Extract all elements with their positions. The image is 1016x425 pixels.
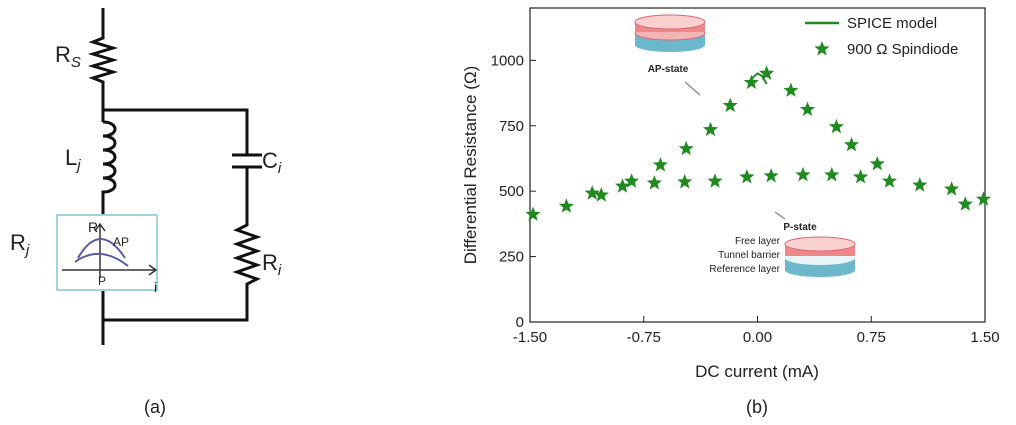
star-marker: [795, 166, 811, 182]
y-tick-label: 0: [516, 314, 524, 331]
star-marker: [881, 173, 898, 188]
star-marker: [525, 206, 541, 221]
y-tick-label: 250: [499, 249, 524, 266]
inset-label: P: [98, 274, 106, 288]
component-label: RS: [55, 42, 81, 71]
x-tick-label: -1.50: [513, 329, 547, 346]
x-tick-label: 0.75: [857, 329, 886, 346]
annotation: Tunnel barrier: [718, 250, 781, 261]
inductor: [101, 120, 117, 345]
wire: [87, 8, 262, 322]
x-axis-label: DC current (mA): [695, 362, 819, 381]
x-tick-label: -0.75: [627, 329, 661, 346]
star-marker: [646, 175, 662, 190]
star-marker: [614, 178, 631, 193]
star-marker: [743, 74, 759, 89]
star-marker: [558, 198, 574, 213]
legend-label: SPICE model: [847, 15, 937, 32]
star-marker: [722, 97, 738, 113]
star-marker: [912, 177, 928, 192]
y-tick-label: 500: [499, 183, 524, 200]
y-tick-label: 1000: [491, 52, 524, 69]
junction-box: [56, 214, 158, 291]
label-main: R: [55, 42, 71, 67]
label-main: R: [10, 230, 26, 255]
inset-label: R: [88, 219, 98, 235]
star-marker: [869, 156, 885, 171]
label-sub: j: [24, 242, 30, 259]
legend-marker: [814, 41, 830, 56]
annotation: Reference layer: [709, 264, 780, 275]
star-marker: [677, 174, 693, 189]
star-marker: [739, 169, 755, 184]
component-label: Ri: [262, 250, 282, 279]
label-main: C: [262, 148, 278, 173]
caption: (a): [144, 397, 166, 417]
label-main: R: [262, 250, 278, 275]
star-marker: [593, 187, 609, 202]
star-marker: [763, 168, 779, 183]
star-marker: [624, 173, 640, 188]
legend-label: 900 Ω Spindiode: [847, 41, 958, 58]
star-marker: [975, 191, 992, 206]
y-tick-label: 750: [499, 118, 524, 135]
inset-axes: [62, 222, 158, 278]
inset-label: AP: [113, 235, 129, 249]
component-label: Rj: [10, 230, 30, 259]
star-marker: [652, 157, 668, 172]
component-label: Ci: [262, 148, 282, 177]
component-label: Lj: [65, 145, 81, 174]
annotation: P-state: [783, 222, 817, 233]
p-inset: P-state Free layer Tunnel barrier Refere…: [709, 211, 856, 277]
label-sub: i: [278, 262, 282, 279]
label-sub: S: [71, 54, 81, 71]
star-marker: [702, 121, 719, 137]
annotation: AP-state: [648, 64, 689, 75]
star-marker: [853, 169, 869, 184]
ap-inset: AP-state: [634, 14, 706, 96]
star-marker: [843, 136, 860, 152]
inset-label: i: [154, 279, 157, 295]
y-axis-label: Differential Resistance (Ω): [461, 66, 480, 265]
circuit: [56, 8, 262, 345]
inset-curves: [74, 238, 129, 267]
annotation: Free layer: [735, 236, 781, 247]
star-marker: [584, 185, 600, 200]
star-marker: [678, 140, 694, 156]
caption: (b): [746, 397, 768, 417]
star-marker: [824, 166, 840, 182]
label-main: L: [65, 145, 77, 170]
star-marker: [944, 181, 960, 196]
star-marker: [783, 82, 799, 97]
label-sub: i: [278, 160, 282, 177]
x-tick-label: 0.00: [743, 329, 772, 346]
star-marker: [799, 101, 816, 116]
star-marker: [828, 118, 844, 134]
x-tick-label: 1.50: [970, 329, 999, 346]
label-sub: j: [75, 157, 81, 174]
star-marker: [707, 173, 723, 188]
star-marker: [957, 196, 973, 211]
star-marker: [759, 65, 775, 80]
